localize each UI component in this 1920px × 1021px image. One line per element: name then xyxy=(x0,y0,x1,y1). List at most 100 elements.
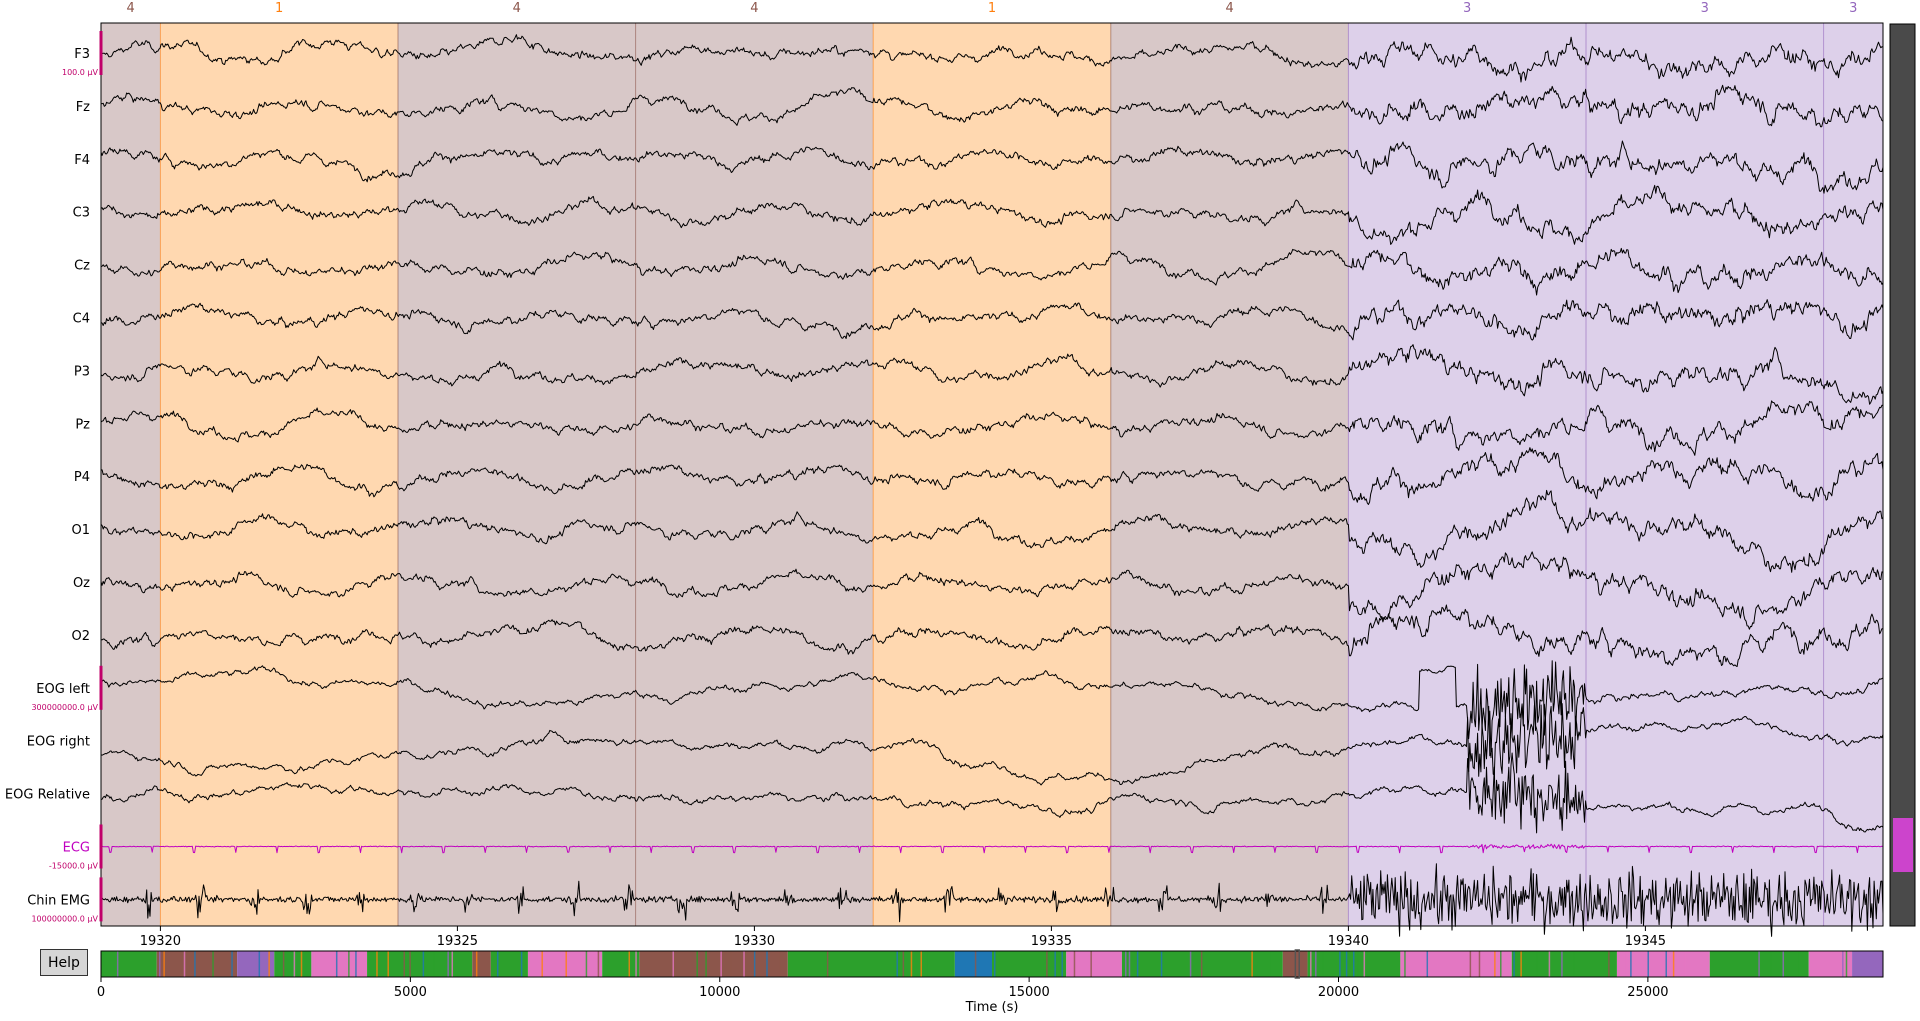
overview-stripe xyxy=(779,951,781,977)
scrollbar-channel-selection[interactable] xyxy=(1893,818,1913,872)
overview-stripe xyxy=(720,951,722,977)
annotation-label: 3 xyxy=(1701,1,1709,16)
overview-stripe xyxy=(268,951,270,977)
overview-stripe xyxy=(387,951,389,977)
annotation-span xyxy=(635,23,874,926)
overview-x-tick-label: 0 xyxy=(97,985,105,1000)
overview-stripe xyxy=(1770,951,1772,977)
overview-window-marker[interactable] xyxy=(1294,949,1300,979)
channel-label[interactable]: C3 xyxy=(73,206,90,221)
overview-stripe xyxy=(1608,951,1610,977)
overview-stripe xyxy=(1625,951,1627,977)
channel-label[interactable]: ECG xyxy=(63,841,90,856)
overview-segment xyxy=(639,951,788,977)
help-button[interactable]: Help xyxy=(40,949,88,976)
trace-eog-left xyxy=(100,660,1884,759)
trace-cz xyxy=(100,247,1884,296)
overview-bar[interactable]: 0 5000 10000 15000 20000 25000 Time (s) xyxy=(97,949,1884,1015)
channel-label[interactable]: F4 xyxy=(74,153,90,168)
overview-stripe xyxy=(628,951,631,977)
overview-stripe xyxy=(159,951,161,977)
overview-stripe xyxy=(705,951,707,977)
channel-label[interactable]: F3 xyxy=(74,47,90,62)
trace-o1 xyxy=(100,489,1884,573)
overview-stripe xyxy=(433,951,435,977)
overview-stripe xyxy=(1357,951,1359,977)
channel-label[interactable]: P4 xyxy=(74,470,90,485)
trace-fz xyxy=(100,84,1884,128)
overview-stripe xyxy=(422,951,425,977)
vertical-scrollbar[interactable] xyxy=(1889,23,1916,927)
channel-label[interactable]: Chin EMG xyxy=(27,893,90,908)
overview-stripe xyxy=(753,951,756,977)
scale-bar-label: -15000.0 µV xyxy=(49,862,99,871)
overview-stripe xyxy=(1363,951,1366,977)
overview-stripe xyxy=(1067,951,1069,977)
channel-label[interactable]: C4 xyxy=(73,312,90,327)
overview-stripe xyxy=(597,951,600,977)
overview-stripe xyxy=(1353,951,1355,977)
x-tick-label: 19340 xyxy=(1328,934,1369,949)
scale-bar-label: 300000000.0 µV xyxy=(31,703,98,712)
overview-stripe xyxy=(826,951,829,977)
overview-x-tick-label: 15000 xyxy=(1008,985,1049,1000)
overview-stripe xyxy=(1136,951,1139,977)
trace-layer xyxy=(100,34,1884,937)
overview-segment xyxy=(1066,951,1122,977)
overview-stripe xyxy=(1315,951,1317,977)
overview-segment xyxy=(527,951,603,977)
overview-x-tick-label: 25000 xyxy=(1627,985,1668,1000)
overview-stripe xyxy=(258,951,261,977)
overview-stripe xyxy=(1520,951,1522,977)
trace-p4 xyxy=(101,447,1884,505)
annotation-label: 1 xyxy=(275,1,283,16)
channel-label[interactable]: P3 xyxy=(74,364,90,379)
overview-stripe xyxy=(1251,951,1253,977)
overview-stripe xyxy=(902,951,905,977)
channel-label[interactable]: Cz xyxy=(74,259,90,274)
overview-stripe xyxy=(1310,951,1312,977)
channel-label[interactable]: Oz xyxy=(73,576,90,591)
overview-stripe xyxy=(520,951,523,977)
overview-stripe xyxy=(1478,951,1481,977)
overview-segment xyxy=(954,951,992,977)
overview-stripe xyxy=(1269,951,1272,977)
channel-label[interactable]: Pz xyxy=(75,417,90,432)
channel-label[interactable]: O2 xyxy=(71,629,90,644)
overview-stripe xyxy=(496,951,499,977)
trace-chin-emg xyxy=(100,863,1884,937)
channel-label[interactable]: EOG Relative xyxy=(5,788,90,803)
overview-stripe xyxy=(672,951,675,977)
axis-layer: F3 100.0 µV Fz F4 C3 Cz C4 P3 Pz P4 O1 Oz O2 EOG left… xyxy=(5,22,1884,949)
overview-stripe xyxy=(1561,951,1563,977)
overview-x-tick-label: 20000 xyxy=(1318,985,1359,1000)
overview-x-tick-label: 5000 xyxy=(394,985,427,1000)
annotation-label: 1 xyxy=(988,1,996,16)
scale-bar-label: 100.0 µV xyxy=(62,68,99,77)
trace-eog-relative xyxy=(100,752,1884,834)
trace-f4 xyxy=(100,140,1884,194)
overview-stripe xyxy=(1339,951,1341,977)
overview-segment xyxy=(311,951,368,977)
overview-stripe xyxy=(1426,951,1429,977)
overview-stripe xyxy=(1782,951,1785,977)
scale-bar-label: 100000000.0 µV xyxy=(31,914,98,923)
channel-label[interactable]: Fz xyxy=(76,100,90,115)
overview-x-tick-label: 10000 xyxy=(699,985,740,1000)
overview-stripe xyxy=(1647,951,1649,977)
trace-p3 xyxy=(100,344,1884,405)
overview-segment xyxy=(1808,951,1853,977)
overview-segment xyxy=(992,951,1067,977)
channel-label[interactable]: EOG right xyxy=(27,735,90,750)
overview-stripe xyxy=(896,951,898,977)
channel-label[interactable]: O1 xyxy=(71,523,90,538)
channel-label[interactable]: EOG left xyxy=(36,682,90,697)
overview-segment xyxy=(274,951,312,977)
overview-segment xyxy=(472,951,491,977)
overview-stripe xyxy=(565,951,567,977)
trace-f3 xyxy=(100,34,1884,83)
scrollbar-track[interactable] xyxy=(1889,23,1916,927)
overview-stripe xyxy=(994,951,996,977)
